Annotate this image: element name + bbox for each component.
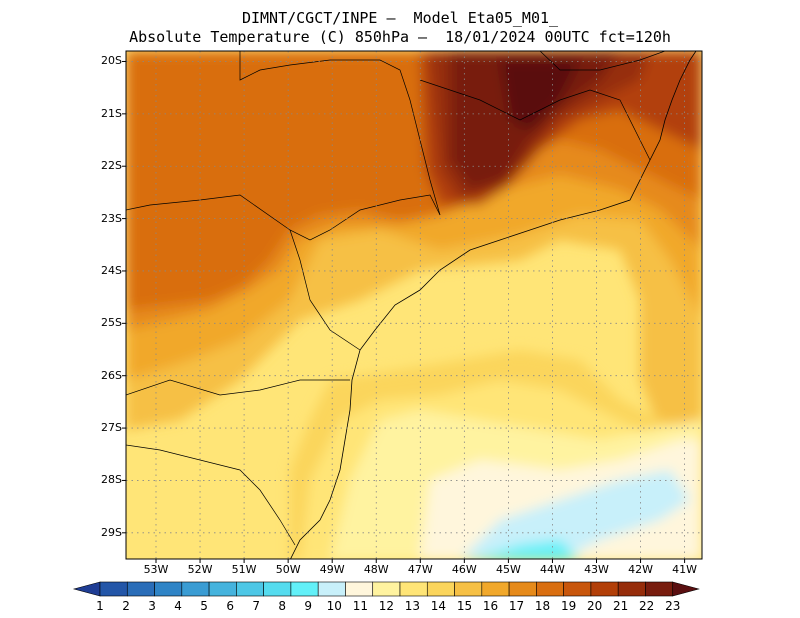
colorbar-label-7: 7 xyxy=(252,599,260,613)
lat-lon-grid xyxy=(126,51,702,559)
colorbar-label-10: 10 xyxy=(326,599,342,613)
lon-label-46W: 46W xyxy=(451,563,477,576)
colorbar-swatch xyxy=(563,581,592,597)
colorbar-label-13: 13 xyxy=(404,599,421,613)
lon-label-48W: 48W xyxy=(363,563,389,576)
colorbar-label-8: 8 xyxy=(278,599,287,613)
lat-label-27S: 27S xyxy=(101,421,122,435)
colorbar-label-19: 19 xyxy=(560,599,577,613)
lon-label-42W: 42W xyxy=(628,563,653,576)
lon-label-44W: 44W xyxy=(540,563,565,576)
colorbar-arrow-left xyxy=(72,581,101,597)
lat-label-26S: 26S xyxy=(101,368,122,382)
lat-label-22S: 22S xyxy=(101,159,122,173)
colorbar-swatch xyxy=(263,581,292,597)
colorbar-label-9: 9 xyxy=(304,599,313,613)
lon-label-51W: 51W xyxy=(231,563,257,576)
colorbar-label-23: 23 xyxy=(665,599,681,613)
colorbar-swatch xyxy=(508,581,537,597)
colorbar-label-20: 20 xyxy=(586,599,603,613)
colorbar-swatch xyxy=(208,581,237,597)
colorbar-label-4: 4 xyxy=(174,599,182,613)
colorbar-label-14: 14 xyxy=(430,599,447,613)
lat-label-25S: 25S xyxy=(101,316,122,330)
colorbar-swatch xyxy=(372,581,401,597)
colorbar-swatch xyxy=(126,581,155,597)
axis-ticks xyxy=(122,60,686,563)
lat-label-21S: 21S xyxy=(101,106,122,120)
colorbar-swatch xyxy=(426,581,455,597)
colorbar-swatch xyxy=(181,581,210,597)
colorbar-swatch xyxy=(590,581,619,597)
colorbar-label-17: 17 xyxy=(508,599,525,613)
colorbar-swatch xyxy=(317,581,346,597)
lon-label-43W: 43W xyxy=(584,563,609,576)
colorbar-label-5: 5 xyxy=(200,599,208,613)
coastline xyxy=(290,51,697,559)
colorbar-swatch xyxy=(99,581,128,597)
colorbar-label-2: 2 xyxy=(122,599,130,613)
lon-label-53W: 53W xyxy=(143,563,169,576)
colorbar-label-3: 3 xyxy=(148,599,156,613)
colorbar-swatch xyxy=(290,581,319,597)
lat-label-29S: 29S xyxy=(101,525,122,539)
temperature-field xyxy=(126,51,702,559)
colorbar-label-15: 15 xyxy=(456,599,473,613)
colorbar-arrow-right xyxy=(672,581,700,597)
colorbar-swatch xyxy=(536,581,564,597)
colorbar-label-18: 18 xyxy=(534,599,551,613)
colorbar-label-16: 16 xyxy=(482,599,499,613)
state-borders xyxy=(126,51,666,546)
map-title: DIMNT/CGCT/INPE – Model Eta05_M01_ xyxy=(241,9,559,27)
colorbar-label-6: 6 xyxy=(226,599,234,613)
lon-label-47W: 47W xyxy=(407,563,433,576)
map-subtitle: Absolute Temperature (C) 850hPa – 18/01/… xyxy=(129,28,671,46)
colorbar-label-1: 1 xyxy=(96,599,104,613)
colorbar-label-12: 12 xyxy=(378,599,394,613)
lat-label-20S: 20S xyxy=(101,54,122,68)
colorbar-swatch xyxy=(154,581,183,597)
colorbar-swatch xyxy=(399,581,428,597)
plot-frame xyxy=(125,50,703,560)
lon-label-49W: 49W xyxy=(319,563,345,576)
colorbar-label-21: 21 xyxy=(613,599,629,613)
lat-label-23S: 23S xyxy=(101,211,122,225)
colorbar-label-22: 22 xyxy=(639,599,655,613)
lon-label-41W: 41W xyxy=(672,563,698,576)
colorbar-swatch xyxy=(645,581,674,597)
colorbar-swatch xyxy=(454,581,483,597)
lat-label-28S: 28S xyxy=(101,473,122,487)
colorbar-swatch xyxy=(345,581,374,597)
colorbar-swatch xyxy=(236,581,264,597)
colorbar-swatch xyxy=(481,581,510,597)
lat-label-24S: 24S xyxy=(101,263,122,277)
colorbar-swatch xyxy=(617,581,646,597)
colorbar xyxy=(72,581,700,597)
lon-label-50W: 50W xyxy=(275,563,301,576)
colorbar-label-11: 11 xyxy=(352,599,368,613)
lon-label-52W: 52W xyxy=(187,563,213,576)
lon-label-45W: 45W xyxy=(495,563,521,576)
